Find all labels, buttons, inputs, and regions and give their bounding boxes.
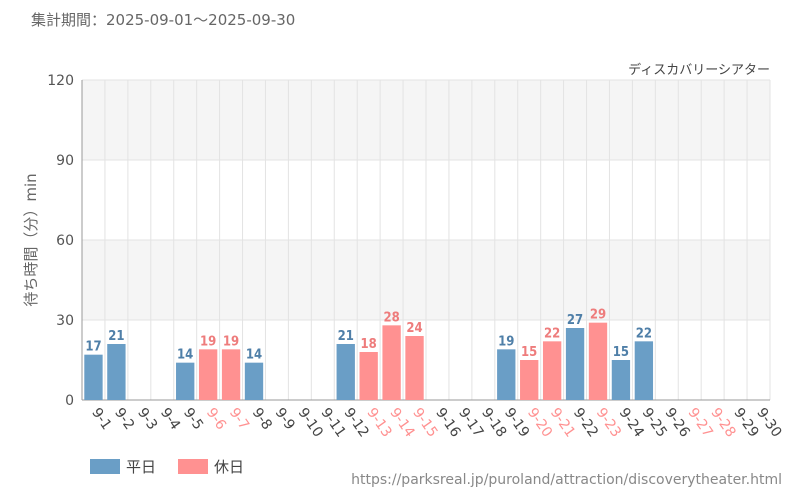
y-axis-title: 待ち時間（分）min — [22, 173, 40, 306]
x-tick-label-9-28: 9-28 — [707, 405, 738, 440]
bar-9-21 — [542, 341, 562, 400]
bar-9-14 — [382, 325, 401, 400]
data-label-9-13: 18 — [361, 337, 377, 352]
bar-9-25 — [634, 341, 654, 400]
legend-swatch-holiday — [178, 459, 209, 474]
y-tick-label: 30 — [56, 313, 74, 329]
x-tick-label-9-4: 9-4 — [157, 405, 183, 433]
x-tick-label-9-19: 9-19 — [501, 405, 532, 440]
x-tick-label-9-24: 9-24 — [616, 405, 647, 440]
x-tick-label-9-27: 9-27 — [684, 405, 715, 440]
x-tick-label-9-2: 9-2 — [111, 405, 137, 433]
x-tick-label-9-13: 9-13 — [363, 405, 394, 440]
bar-9-24 — [611, 360, 631, 400]
bar-9-19 — [497, 349, 516, 400]
x-tick-label-9-17: 9-17 — [455, 405, 486, 440]
data-label-9-6: 19 — [200, 334, 216, 349]
bar-9-12 — [336, 344, 355, 400]
y-tick-label: 90 — [56, 153, 74, 169]
bar-9-23 — [588, 322, 608, 400]
data-label-9-1: 17 — [85, 340, 101, 355]
x-tick-label-9-8: 9-8 — [249, 405, 275, 433]
data-label-9-5: 14 — [177, 348, 193, 363]
bar-9-7 — [221, 349, 241, 400]
x-tick-label-9-16: 9-16 — [432, 405, 463, 440]
data-label-9-8: 14 — [246, 348, 262, 363]
x-tick-label-9-9: 9-9 — [272, 405, 298, 433]
data-label-9-22: 27 — [567, 313, 583, 328]
source-url: https://parksreal.jp/puroland/attraction… — [351, 472, 782, 488]
bar-9-1 — [84, 354, 103, 400]
x-tick-label-9-21: 9-21 — [547, 405, 578, 440]
bar-9-5 — [176, 362, 195, 400]
data-label-9-7: 19 — [223, 334, 239, 349]
x-tick-label-9-12: 9-12 — [340, 405, 371, 440]
data-label-9-25: 22 — [636, 326, 652, 341]
x-tick-label-9-3: 9-3 — [134, 405, 160, 433]
x-tick-label-9-10: 9-10 — [295, 405, 326, 440]
x-tick-label-9-14: 9-14 — [386, 405, 417, 440]
x-tick-label-9-20: 9-20 — [524, 405, 555, 440]
period-label: 集計期間：2025-09-01～2025-09-30 — [31, 11, 296, 29]
bar-9-20 — [520, 360, 539, 400]
data-label-9-2: 21 — [108, 329, 124, 344]
x-tick-label-9-23: 9-23 — [593, 405, 624, 440]
x-tick-label-9-26: 9-26 — [662, 405, 693, 440]
x-tick-label-9-18: 9-18 — [478, 405, 509, 440]
legend-item-holiday: 休日 — [178, 456, 244, 477]
x-tick-label-9-15: 9-15 — [409, 405, 440, 440]
data-label-9-23: 29 — [590, 308, 606, 323]
x-tick-label-9-5: 9-5 — [180, 405, 206, 433]
legend: 平日 休日 — [90, 456, 266, 477]
y-tick-label: 60 — [56, 233, 74, 249]
x-tick-label-9-1: 9-1 — [88, 405, 114, 433]
x-tick-label-9-6: 9-6 — [203, 405, 229, 433]
bar-9-13 — [359, 352, 378, 400]
data-label-9-21: 22 — [544, 326, 560, 341]
bar-9-22 — [565, 328, 585, 400]
bar-9-15 — [405, 336, 424, 400]
bar-9-8 — [244, 362, 264, 400]
y-tick-label: 120 — [47, 73, 74, 89]
data-label-9-19: 19 — [498, 334, 514, 349]
y-tick-label: 0 — [65, 393, 74, 409]
data-label-9-14: 28 — [383, 310, 399, 325]
x-tick-label-9-7: 9-7 — [226, 405, 252, 433]
bar-9-6 — [198, 349, 218, 400]
data-label-9-24: 15 — [613, 345, 629, 360]
legend-label-weekday: 平日 — [126, 458, 157, 476]
data-label-9-15: 24 — [406, 321, 422, 336]
x-tick-label-9-11: 9-11 — [318, 405, 349, 440]
legend-item-weekday: 平日 — [90, 456, 156, 477]
data-label-9-12: 21 — [338, 329, 354, 344]
legend-swatch-weekday — [90, 459, 120, 474]
bar-9-2 — [107, 344, 126, 400]
x-tick-label-9-25: 9-25 — [639, 405, 670, 440]
data-label-9-20: 15 — [521, 345, 537, 360]
x-tick-label-9-22: 9-22 — [570, 405, 601, 440]
x-tick-label-9-30: 9-30 — [753, 405, 784, 440]
legend-label-holiday: 休日 — [214, 458, 245, 476]
chart-title: ディスカバリーシアター — [628, 62, 770, 78]
x-tick-label-9-29: 9-29 — [730, 405, 761, 440]
